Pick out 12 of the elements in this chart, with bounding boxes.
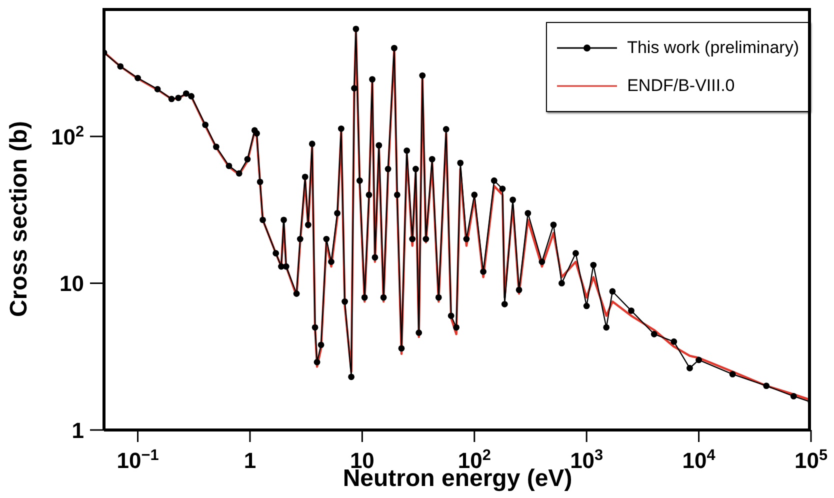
x-tick-label: 10$^{4}$ <box>682 446 716 473</box>
y-tick-label: 10$^{2}$ <box>50 122 84 150</box>
x-tick-label: 10$^{−1}$ <box>116 446 160 473</box>
x-tick-label: 10$^{3}$ <box>570 446 604 473</box>
legend-label: This work (preliminary) <box>627 38 799 58</box>
x-tick-label: 1 <box>244 448 256 473</box>
x-tick-label: 10$^{2}$ <box>458 446 491 473</box>
x-tick-label: 10$^{5}$ <box>794 446 828 473</box>
y-tick-label: 10 <box>60 271 84 296</box>
legend-label: ENDF/B-VIII.0 <box>627 76 735 96</box>
y-axis-title: Cross section (b) <box>6 120 33 318</box>
y-tick-label: 1 <box>72 418 84 443</box>
